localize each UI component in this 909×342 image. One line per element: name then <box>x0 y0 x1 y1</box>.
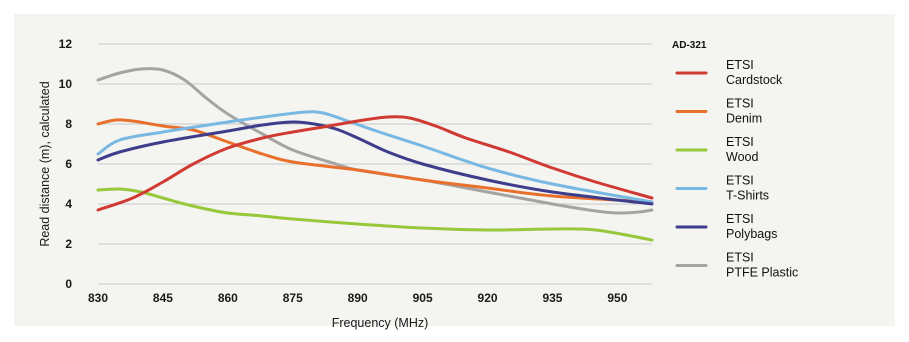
y-axis-title: Read distance (m), calculated <box>38 81 52 246</box>
x-tick-label: 830 <box>88 291 108 305</box>
y-tick-labels: 0 2 4 6 8 10 12 <box>59 37 73 291</box>
legend: AD-321 ETSI Cardstock ETSI Denim ETSI Wood ETS… <box>672 40 798 280</box>
x-tick-label: 950 <box>607 291 627 305</box>
series-line-2 <box>96 118 654 204</box>
legend-label: ETSI Polybags <box>726 212 777 241</box>
x-tick-label: 905 <box>413 291 433 305</box>
chart-panel <box>14 14 895 326</box>
x-tick-label: 875 <box>283 291 303 305</box>
series-lines <box>96 67 654 242</box>
legend-label: ETSI Wood <box>726 135 758 164</box>
y-tick-label: 12 <box>59 37 73 51</box>
y-tick-label: 8 <box>65 117 72 131</box>
y-tick-label: 0 <box>65 277 72 291</box>
gridlines <box>98 43 652 285</box>
legend-label: ETSI Denim <box>726 97 762 126</box>
series-line-3 <box>96 187 654 242</box>
y-tick-label: 2 <box>65 237 72 251</box>
legend-label: ETSI T-Shirts <box>726 174 769 203</box>
series-line-1 <box>96 115 654 212</box>
series-line-4 <box>96 110 654 204</box>
x-axis-title: Frequency (MHz) <box>332 316 429 330</box>
x-tick-label: 890 <box>348 291 368 305</box>
y-tick-label: 10 <box>59 77 73 91</box>
x-tick-label: 860 <box>218 291 238 305</box>
y-tick-label: 4 <box>65 197 72 211</box>
legend-label: ETSI Cardstock <box>726 58 783 87</box>
y-tick-label: 6 <box>65 157 72 171</box>
series-line-6 <box>96 67 654 215</box>
legend-label: ETSI PTFE Plastic <box>726 251 798 280</box>
legend-title: AD-321 <box>672 40 707 51</box>
x-tick-labels: 830 845 860 875 890 905 920 935 950 <box>88 291 628 305</box>
x-tick-label: 845 <box>153 291 173 305</box>
series-line-5 <box>96 120 654 206</box>
x-tick-label: 920 <box>478 291 498 305</box>
x-tick-label: 935 <box>542 291 562 305</box>
